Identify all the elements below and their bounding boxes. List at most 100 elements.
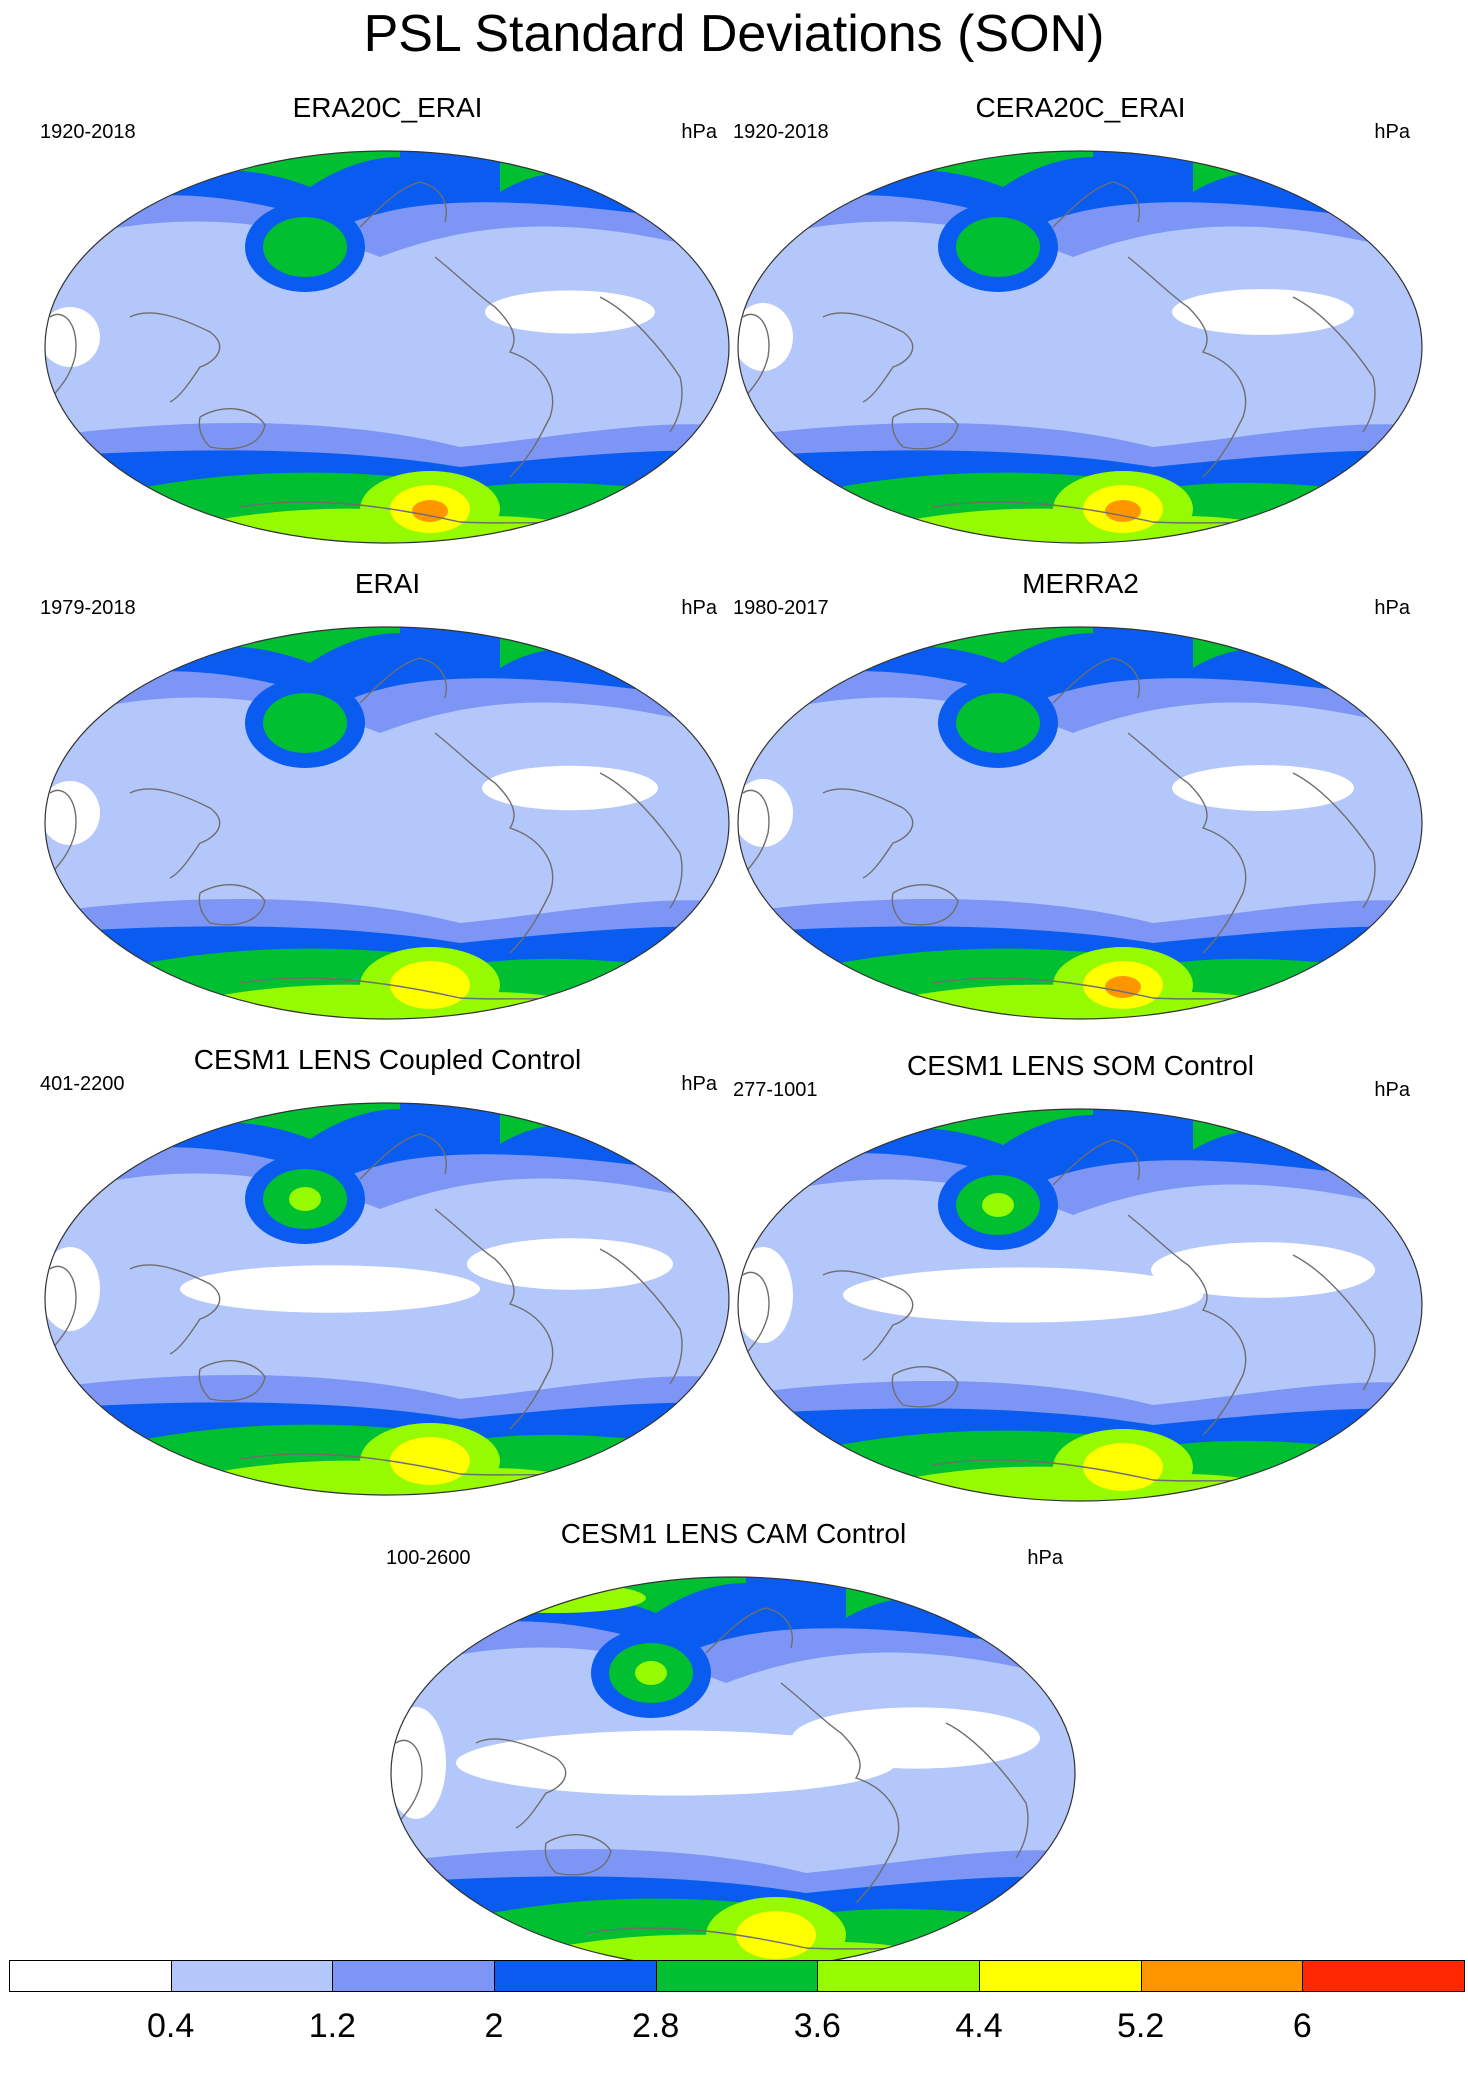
colorbar-swatch [332,1960,495,1992]
coastline [599,1248,683,1385]
coastline [742,313,770,398]
contour-tropic-white-west [738,1247,793,1343]
coastline [1292,296,1376,433]
coastline [822,1270,914,1361]
panel-unit: hPa [1027,1547,1063,1569]
colorbar-label: 6 [1292,2007,1312,2045]
figure-title: PSL Standard Deviations (SON) [363,5,1105,63]
coastline [742,1271,770,1356]
panel-years: 277-1001 [733,1079,818,1101]
colorbar-label: 2.8 [632,2007,680,2045]
coastline [1292,1254,1376,1391]
contour-tropic-white-central [456,1730,896,1796]
colorbar-swatch [979,1960,1142,1992]
contour-south-max-orange [412,500,448,522]
panel-title: CESM1 LENS Coupled Control [193,1044,582,1075]
colorbar-label: 2 [484,2007,504,2045]
contour-map [40,623,735,1023]
coastline [475,1738,567,1829]
contour-arctic-high [466,1583,646,1613]
coastline [129,788,221,879]
panel-title: ERAI [354,568,421,599]
contour-south-max-yellow [736,1911,816,1959]
map-panel-cera20c-erai: CERA20C_ERAI 1920-2018 hPa [733,92,1428,552]
colorbar-label: 3.6 [793,2007,841,2045]
contour-aleutian-core [956,693,1040,753]
panel-title: MERRA2 [1022,568,1139,599]
contour-tropic-white-east [1172,765,1354,811]
panel-title: CERA20C_ERAI [975,92,1186,123]
coastline [49,789,77,874]
contour-south-max-yellow [390,1437,470,1485]
contour-south-max-yellow [1083,1443,1163,1491]
contour-south-max-orange [1105,500,1141,522]
coastline [1127,1214,1247,1436]
coastline [742,789,770,874]
contour-tropic-white-central [843,1267,1203,1323]
coastline [49,313,77,398]
contour-south-max-yellow [390,961,470,1009]
coastline [1052,657,1140,704]
coastline [599,772,683,909]
map-frame [737,1108,1423,1502]
panel-unit: hPa [1374,121,1410,143]
colorbar-swatch [655,1960,819,1992]
coastline [359,1133,447,1180]
colorbar-label: 4.4 [955,2007,1003,2045]
map-frame [44,626,730,1020]
coastline [395,1739,423,1824]
contour-tropic-white-east [482,765,658,811]
contour-aleutian-core [956,217,1040,277]
coastline [544,1834,612,1876]
coastline [198,884,266,926]
panel-unit: hPa [1374,597,1410,619]
colorbar-label: 0.4 [147,2007,195,2045]
panel-years: 100-2600 [386,1547,471,1569]
map-panel-cesm1-coupled-control: CESM1 LENS Coupled Control 401-2200 hPa [40,1044,735,1504]
map-panel-cesm1-cam-control: CESM1 LENS CAM Control 100-2600 hPa [386,1518,1081,1978]
contour-south-max-orange [1105,976,1141,998]
panel-unit: hPa [681,1073,717,1095]
contour-aleutian-peak [289,1187,321,1211]
contour-aleutian-core [263,217,347,277]
contour-tropic-white-east [485,290,655,334]
contour-tropic-white-east [1172,289,1354,335]
contour-aleutian-core [263,693,347,753]
panel-years: 401-2200 [40,1073,125,1095]
map-frame [737,150,1423,544]
panel-title: CESM1 LENS CAM Control [560,1518,907,1549]
panel-years: 1979-2018 [40,597,136,619]
contour-tropic-white-east [1151,1242,1375,1298]
coastline [945,1722,1029,1859]
coastline [359,657,447,704]
coastline [891,884,959,926]
coastline [49,1265,77,1350]
coastline [434,1208,554,1430]
coastline [780,1682,900,1904]
coastline [822,788,914,879]
contour-tropic-white-central [180,1265,480,1313]
contour-tropic-white-west [45,781,100,845]
colorbar-swatch [1140,1960,1304,1992]
coastline [1127,256,1247,478]
coastline [1052,181,1140,228]
colorbar-swatch [1302,1960,1465,1992]
panel-unit: hPa [1374,1079,1410,1101]
panel-unit: hPa [681,121,717,143]
panel-years: 1920-2018 [40,121,136,143]
panel-title: CESM1 LENS SOM Control [907,1050,1254,1081]
contour-tropic-white-west [45,307,100,367]
colorbar-swatch [817,1960,980,1992]
coastline [705,1607,793,1654]
contour-tropic-white-west [738,779,793,847]
contour-tropic-white-west [45,1247,100,1331]
contour-map [386,1573,1081,1973]
contour-aleutian-peak [635,1661,667,1685]
map-frame [44,150,730,544]
colorbar-swatch [9,1960,172,1992]
map-frame [44,1102,730,1496]
panel-unit: hPa [681,597,717,619]
contour-map [40,1099,735,1499]
coastline [1292,772,1376,909]
contour-map [40,147,735,547]
